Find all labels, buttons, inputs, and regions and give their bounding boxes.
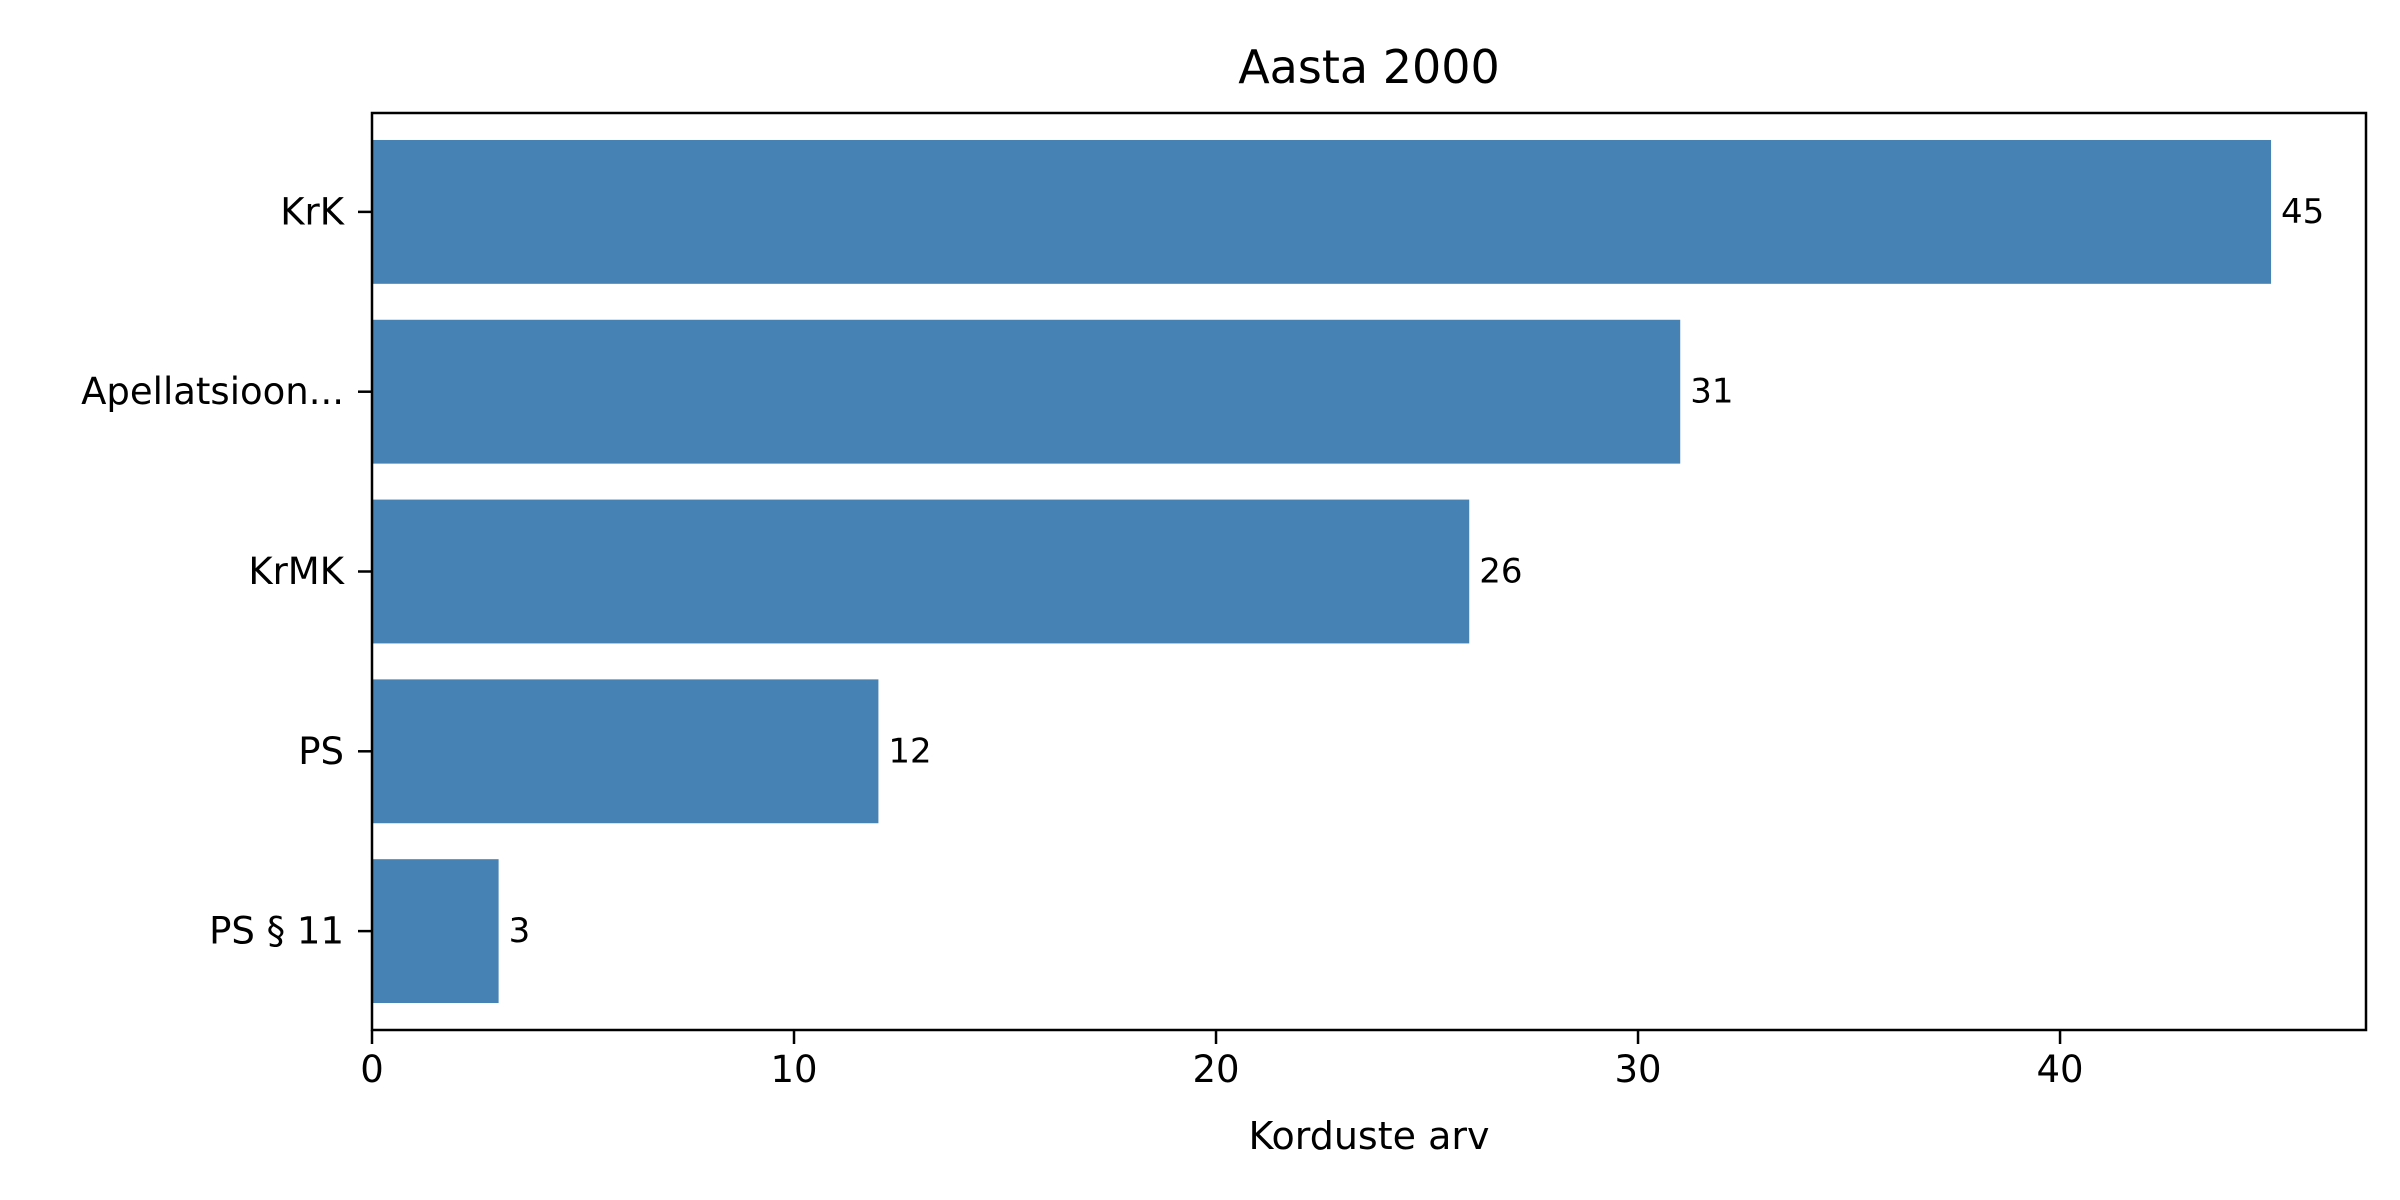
bar-3 bbox=[372, 679, 879, 824]
data-labels-group: 45 31 26 12 3 bbox=[509, 192, 2325, 951]
plot-area-frame bbox=[370, 111, 2368, 1032]
x-tick-label-4: 40 bbox=[2036, 1048, 2083, 1091]
x-tick-label-0: 0 bbox=[360, 1048, 384, 1091]
x-tick-label-1: 10 bbox=[770, 1048, 817, 1091]
data-label-3: 12 bbox=[888, 731, 931, 771]
x-axis: 0 10 20 30 40 bbox=[360, 1030, 2084, 1091]
data-label-1: 31 bbox=[1690, 372, 1733, 412]
y-tick-label-4: PS § 11 bbox=[209, 910, 344, 953]
x-tick-label-2: 20 bbox=[1192, 1048, 1239, 1091]
y-tick-label-2: KrMK bbox=[248, 550, 345, 593]
chart-title: Aasta 2000 bbox=[1238, 40, 1500, 94]
data-label-0: 45 bbox=[2281, 192, 2324, 232]
bars-group bbox=[372, 139, 2272, 1004]
x-axis-label: Korduste arv bbox=[1249, 1114, 1490, 1158]
bar-2 bbox=[372, 499, 1470, 644]
y-tick-label-0: KrK bbox=[280, 190, 345, 233]
data-label-2: 26 bbox=[1479, 552, 1522, 592]
bar-1 bbox=[372, 319, 1681, 464]
bar-4 bbox=[372, 859, 499, 1004]
x-tick-label-3: 30 bbox=[1614, 1048, 1661, 1091]
bar-0 bbox=[372, 139, 2272, 284]
data-label-4: 3 bbox=[509, 911, 531, 951]
y-tick-label-3: PS bbox=[298, 730, 344, 773]
y-tick-label-1: Apellatsioon... bbox=[81, 370, 344, 413]
y-axis: KrK Apellatsioon... KrMK PS PS § 11 bbox=[81, 190, 372, 953]
